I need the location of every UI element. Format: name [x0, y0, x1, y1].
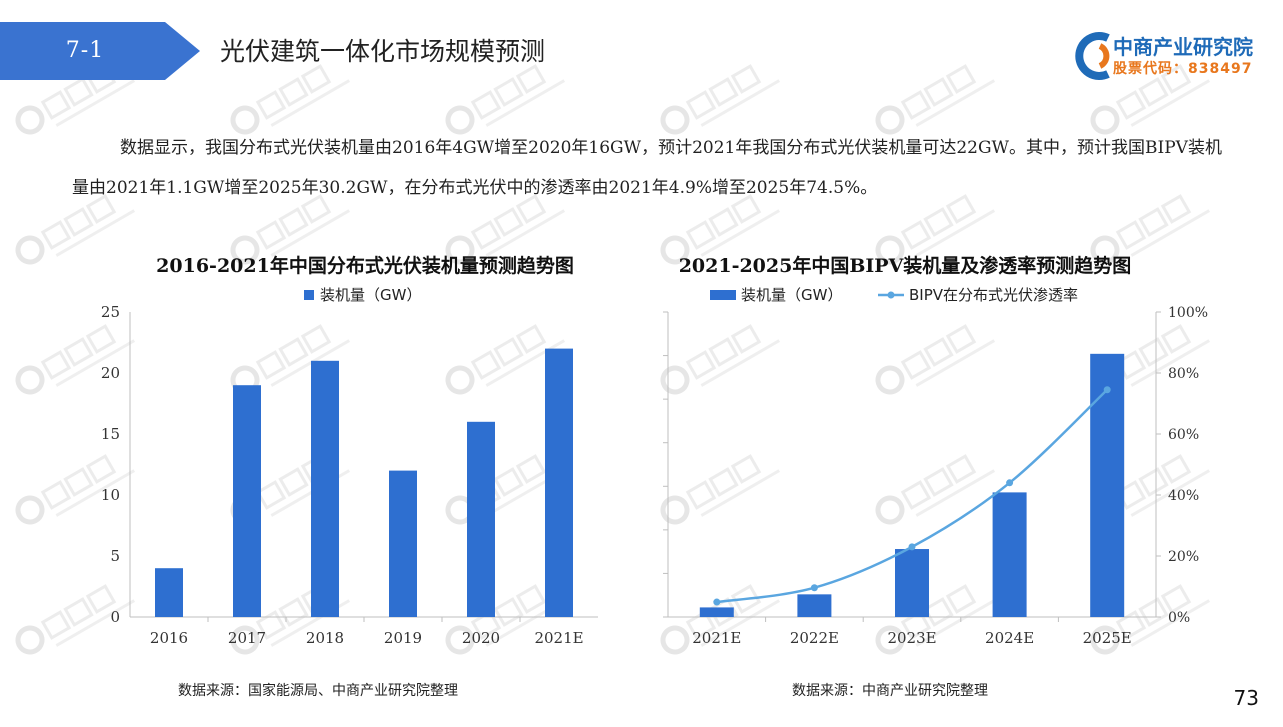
page-number: 73 [1233, 686, 1259, 710]
chart2-right-tick-label: 60% [1168, 427, 1199, 443]
chart1-legend-label: 装机量（GW） [320, 286, 421, 304]
chart2-x-tick-label: 2024E [985, 629, 1034, 647]
chart1-y-tick-label: 10 [101, 486, 120, 504]
watermark-mark [445, 64, 566, 135]
company-logo-icon [1075, 32, 1110, 80]
section-banner [0, 22, 200, 80]
watermark-mark [660, 194, 781, 265]
chart2-x-tick-label: 2025E [1083, 629, 1132, 647]
chart1-y-tick-label: 5 [110, 547, 120, 565]
watermark-mark [15, 454, 136, 525]
chart1-x-tick-label: 2018 [306, 629, 344, 647]
watermark-mark [875, 64, 996, 135]
chart2-legend-bar-swatch [710, 290, 736, 300]
chart1-bar [233, 385, 261, 617]
chart1-x-tick-label: 2020 [462, 629, 500, 647]
logo-company-name: 中商产业研究院 [1113, 35, 1253, 59]
chart1-bar [155, 568, 183, 617]
chart2-line-point [1103, 386, 1111, 394]
chart2-x-tick-label: 2022E [790, 629, 839, 647]
watermark-mark [445, 194, 566, 265]
chart2-bar [797, 594, 832, 617]
chart1-x-tick-label: 2019 [384, 629, 422, 647]
chart2-title: 2021-2025年中国BIPV装机量及渗透率预测趋势图 [678, 255, 1132, 277]
chart2-line-point [908, 543, 916, 551]
chart1-title: 2016-2021年中国分布式光伏装机量预测趋势图 [156, 255, 574, 277]
chart2-bar [895, 549, 929, 617]
page-title: 光伏建筑一体化市场规模预测 [220, 37, 546, 66]
chart2-right-tick-label: 40% [1168, 488, 1199, 504]
watermark-mark [230, 194, 351, 265]
chart1-bar [311, 360, 339, 617]
chart1-y-tick-label: 0 [110, 608, 120, 626]
chart1-bar [545, 348, 573, 617]
chart2-line-point [1006, 479, 1014, 487]
chart2-right-tick-label: 80% [1168, 366, 1199, 382]
chart2-x-tick-label: 2021E [692, 629, 741, 647]
chart1-x-tick-label: 2016 [150, 629, 188, 647]
watermark-mark [445, 324, 566, 395]
chart2-line-point [810, 584, 818, 592]
chart1-bar [467, 421, 495, 617]
chart2-legend-line-label: BIPV在分布式光伏渗透率 [909, 286, 1078, 304]
chart1-legend-swatch [304, 290, 314, 300]
chart1-x-tick-label: 2021E [534, 629, 583, 647]
chart1-y-tick-label: 15 [101, 425, 120, 443]
chart2-bar [1090, 353, 1125, 617]
watermark-mark [230, 64, 351, 135]
watermark-mark [875, 194, 996, 265]
chart2-right-tick-label: 100% [1168, 305, 1208, 321]
chart1-bar [389, 470, 417, 617]
watermark-mark [15, 194, 136, 265]
chart2-legend-line-marker [887, 291, 895, 299]
chart2-right-tick-label: 0% [1168, 610, 1190, 626]
chart1-y-tick-label: 20 [101, 364, 120, 382]
section-number: 7-1 [65, 38, 105, 63]
chart2-line-point [713, 598, 721, 606]
watermark-mark [1090, 64, 1211, 135]
watermark-mark [875, 324, 996, 395]
chart2-bar [699, 607, 734, 617]
watermark-mark [660, 324, 781, 395]
chart2-x-tick-label: 2023E [887, 629, 936, 647]
chart2-bar [992, 492, 1027, 617]
chart1-y-tick-label: 25 [101, 303, 120, 321]
chart1-source: 数据来源：国家能源局、中商产业研究院整理 [178, 683, 458, 699]
chart2-right-tick-label: 20% [1168, 549, 1199, 565]
watermark-mark [660, 454, 781, 525]
watermark-mark [875, 454, 996, 525]
watermark-mark [1090, 194, 1211, 265]
chart2-source: 数据来源：中商产业研究院整理 [792, 683, 988, 699]
intro-paragraph: 数据显示，我国分布式光伏装机量由2016年4GW增至2020年16GW，预计20… [72, 138, 1222, 198]
watermark-mark [660, 64, 781, 135]
logo-stock-code: 股票代码：838497 [1113, 61, 1253, 77]
chart1-x-tick-label: 2017 [228, 629, 266, 647]
watermark-mark [15, 324, 136, 395]
chart2-legend-bar-label: 装机量（GW） [741, 286, 842, 304]
watermark-mark [15, 584, 136, 655]
